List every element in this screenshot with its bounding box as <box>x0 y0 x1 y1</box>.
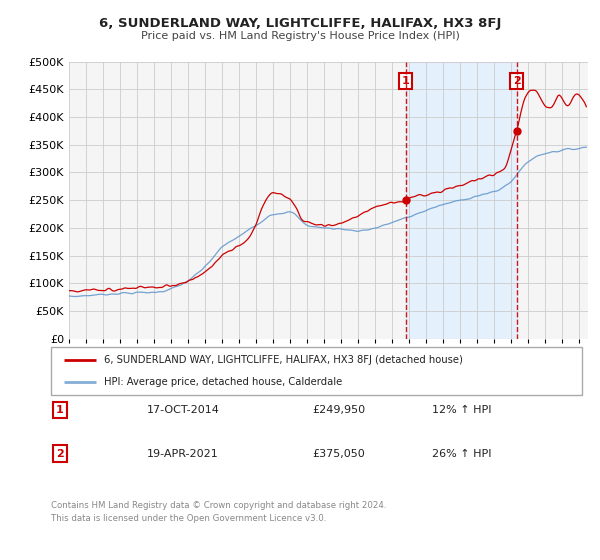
Text: 17-OCT-2014: 17-OCT-2014 <box>147 405 220 415</box>
Text: 1: 1 <box>56 405 64 415</box>
Text: 12% ↑ HPI: 12% ↑ HPI <box>432 405 491 415</box>
Text: 2: 2 <box>512 76 520 86</box>
Text: 2: 2 <box>56 449 64 459</box>
Text: £249,950: £249,950 <box>312 405 365 415</box>
Text: Contains HM Land Registry data © Crown copyright and database right 2024.
This d: Contains HM Land Registry data © Crown c… <box>51 501 386 522</box>
Text: 6, SUNDERLAND WAY, LIGHTCLIFFE, HALIFAX, HX3 8FJ (detached house): 6, SUNDERLAND WAY, LIGHTCLIFFE, HALIFAX,… <box>104 355 463 365</box>
Text: 6, SUNDERLAND WAY, LIGHTCLIFFE, HALIFAX, HX3 8FJ: 6, SUNDERLAND WAY, LIGHTCLIFFE, HALIFAX,… <box>99 17 501 30</box>
Text: 1: 1 <box>402 76 410 86</box>
Text: 26% ↑ HPI: 26% ↑ HPI <box>432 449 491 459</box>
Text: HPI: Average price, detached house, Calderdale: HPI: Average price, detached house, Cald… <box>104 377 343 387</box>
Text: £375,050: £375,050 <box>312 449 365 459</box>
Text: Price paid vs. HM Land Registry's House Price Index (HPI): Price paid vs. HM Land Registry's House … <box>140 31 460 41</box>
Text: 19-APR-2021: 19-APR-2021 <box>147 449 219 459</box>
Bar <box>406 62 517 339</box>
FancyBboxPatch shape <box>51 347 582 395</box>
